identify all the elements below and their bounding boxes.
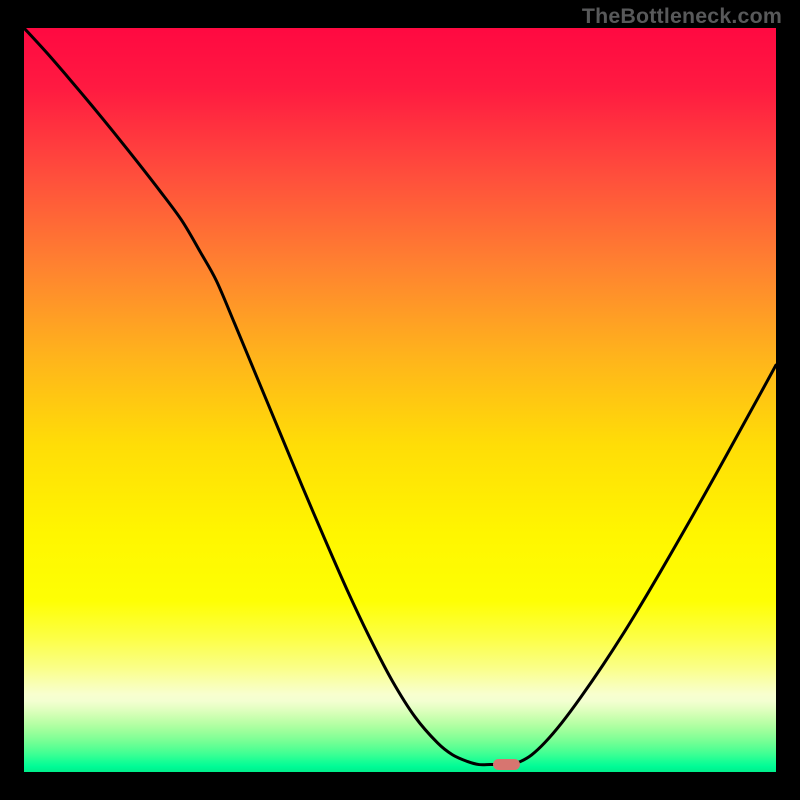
optimal-point-marker: [493, 759, 520, 771]
chart-svg: [24, 28, 776, 772]
plot-area: [24, 28, 776, 772]
watermark-text: TheBottleneck.com: [582, 4, 782, 29]
chart-frame: TheBottleneck.com: [0, 0, 800, 800]
gradient-rect: [24, 28, 776, 772]
